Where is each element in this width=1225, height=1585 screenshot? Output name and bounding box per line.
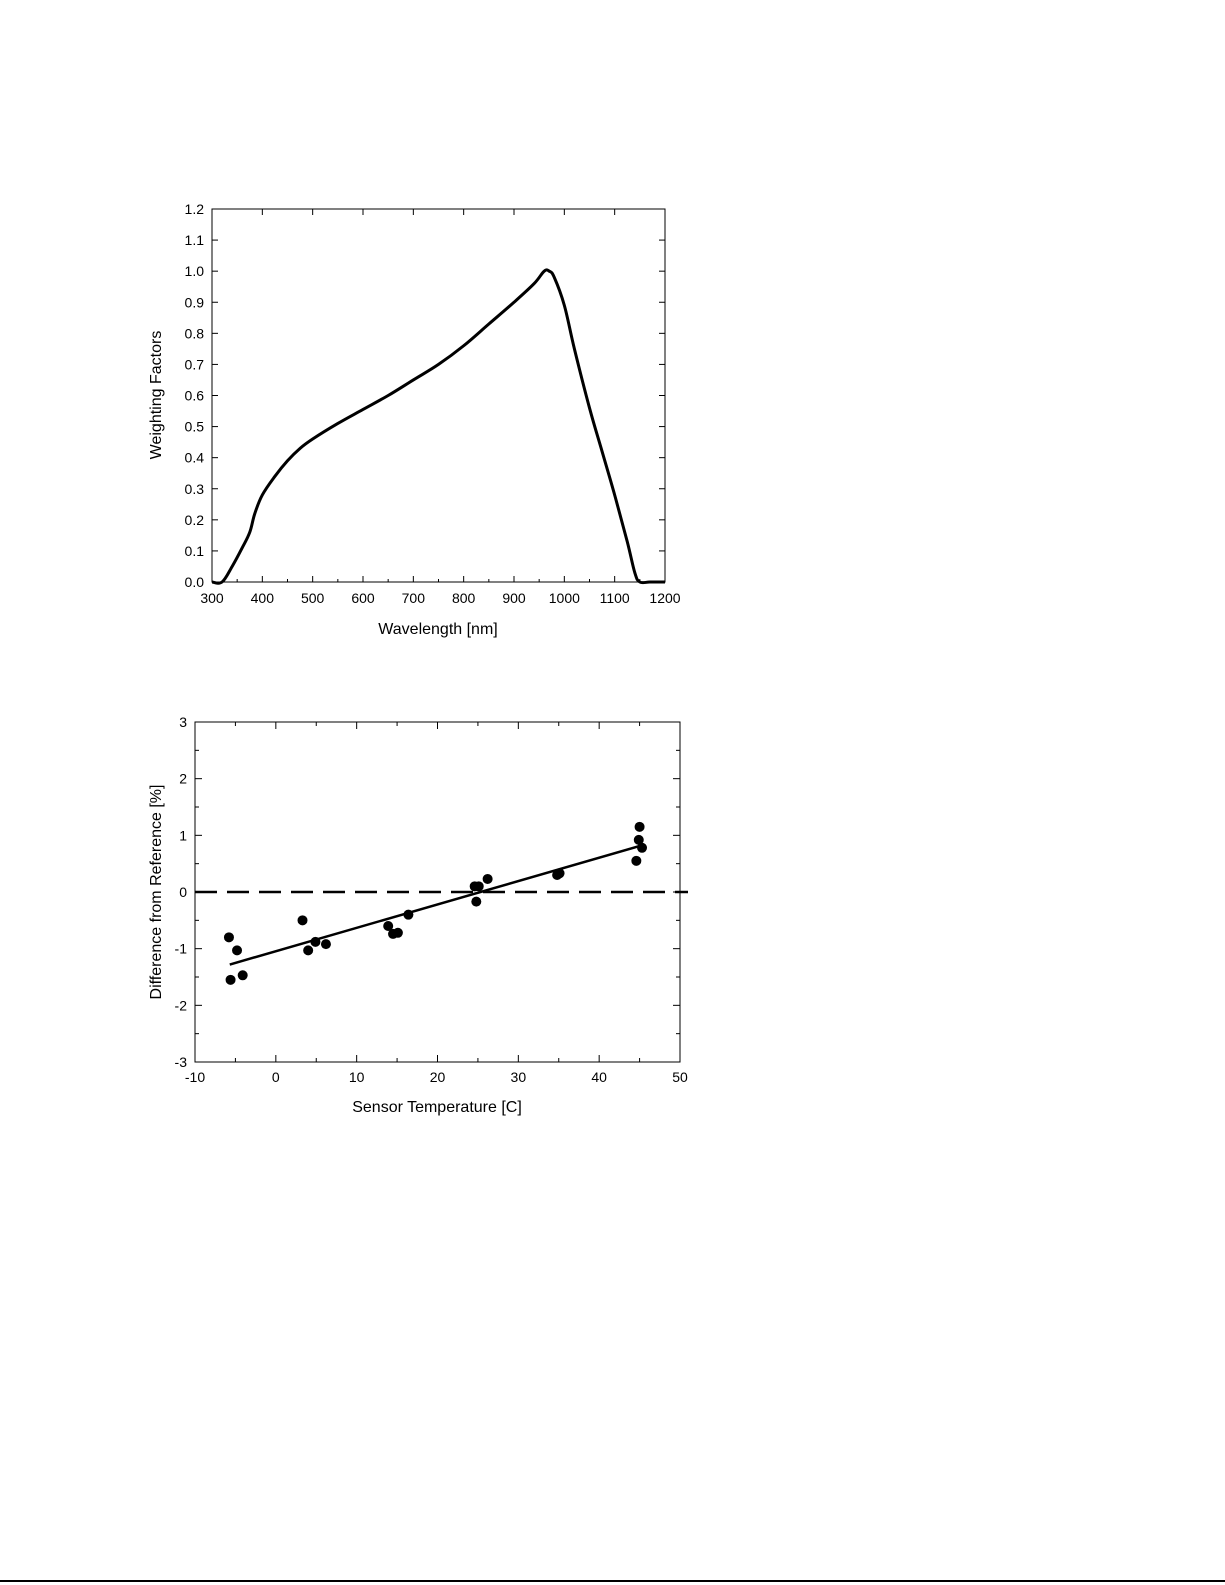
scatter-point [554,868,565,879]
scatter-point [303,945,314,956]
scatter-point [225,974,236,985]
scatter-point [471,896,482,907]
y-tick-label: 2 [179,771,187,787]
y-tick-label: 0.4 [185,450,205,466]
chart1-x-axis-title: Wavelength [nm] [378,621,497,638]
x-tick-label: 30 [511,1069,527,1085]
x-tick-label: 600 [351,590,375,606]
y-tick-label: 1.2 [185,201,205,217]
chart1-y-ticks: 0.0 0.1 0.2 0.3 0.4 0.5 0.6 0.7 0.8 0.9 1.0 1.1 1.2 [185,201,665,590]
y-tick-label: 0.2 [185,512,205,528]
y-tick-label: 0.3 [185,481,205,497]
chart2-x-axis-title: Sensor Temperature [C] [352,1099,522,1116]
scatter-point [631,855,642,866]
scatter-point [320,939,331,950]
x-tick-label: -10 [185,1069,205,1085]
scatter-point [392,927,403,938]
chart2-y-axis-title: Difference from Reference [%] [148,785,165,1000]
x-tick-label: 800 [452,590,476,606]
y-tick-label: 0.7 [185,356,205,372]
x-tick-label: 500 [301,590,325,606]
y-tick-label: 1.0 [185,263,205,279]
page-bottom-rule [0,1580,1225,1582]
x-tick-label: 700 [402,590,426,606]
y-tick-label: -1 [175,941,188,957]
y-tick-label: -3 [175,1054,188,1070]
chart1-frame [211,208,666,583]
y-tick-label: 1 [179,827,187,843]
scatter-point [223,932,234,943]
y-tick-label: 0.8 [185,325,205,341]
scatter-point [232,945,243,956]
y-tick-label: -2 [175,997,188,1013]
y-tick-label: 0.9 [185,294,205,310]
chart2-x-ticks: -10 0 10 20 30 40 50 [185,722,688,1085]
x-tick-label: 50 [672,1069,688,1085]
scatter-point [634,821,645,832]
x-tick-label: 0 [272,1069,280,1085]
weighting-factors-chart: 300 400 500 600 700 800 900 1000 1100 1200 0.0 0.1… [148,201,681,638]
scatter-point [633,834,644,845]
chart1-y-axis-title: Weighting Factors [148,331,165,460]
scatter-point [637,842,648,853]
chart2-data-points [223,821,648,985]
y-tick-label: 3 [179,714,187,730]
x-tick-label: 400 [251,590,275,606]
scatter-point [383,921,394,931]
chart2-y-ticks: -3 -2 -1 0 1 2 3 [175,714,680,1070]
x-tick-label: 40 [591,1069,607,1085]
y-tick-label: 0.0 [185,574,205,590]
y-tick-label: 1.1 [185,232,205,248]
scatter-point [482,873,493,884]
x-tick-label: 1100 [600,590,630,606]
scatter-point [403,909,414,920]
x-tick-label: 900 [502,590,526,606]
x-tick-label: 300 [200,590,224,606]
y-tick-label: 0.6 [185,388,205,404]
scatter-point [310,936,321,947]
x-tick-label: 20 [430,1069,446,1085]
y-tick-label: 0.1 [185,543,205,559]
y-tick-label: 0.5 [185,419,205,435]
chart1-x-ticks: 300 400 500 600 700 800 900 1000 1100 1200 [200,209,681,606]
x-tick-label: 1200 [649,590,680,606]
scatter-point [473,881,484,892]
scatter-point [297,915,308,926]
regression-fit-line [229,844,642,966]
weighting-curve [211,268,665,585]
y-tick-label: 0 [179,884,187,900]
scatter-point [237,970,248,981]
x-tick-label: 1000 [549,590,580,606]
x-tick-label: 10 [349,1069,365,1085]
